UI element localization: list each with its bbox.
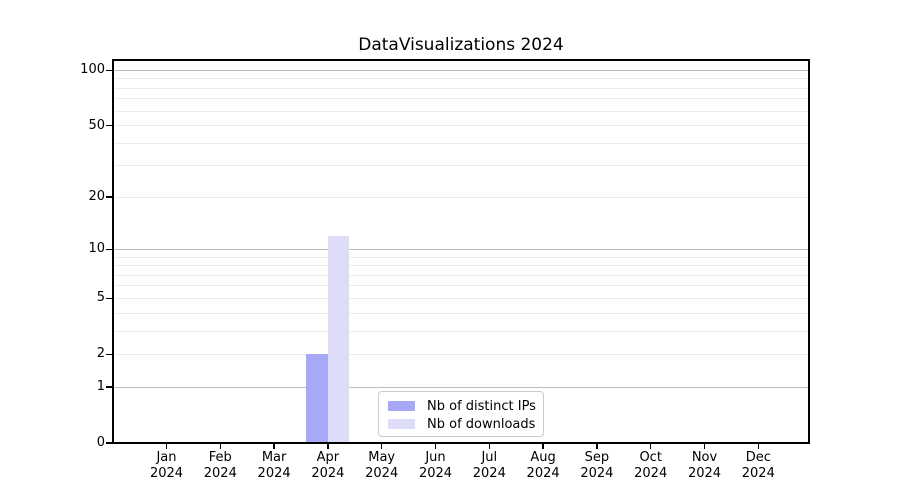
gridline-major-10 — [112, 248, 810, 250]
y-tick-label-2: 2 — [96, 346, 105, 362]
x-tick-year: 2024 — [526, 466, 560, 481]
legend: Nb of distinct IPs Nb of downloads — [378, 391, 544, 437]
plot-spine-left — [112, 59, 114, 444]
gridline-minor-5 — [112, 297, 810, 299]
x-tick-label-jul: Jul 2024 — [458, 450, 520, 482]
plot-spine-right — [808, 59, 810, 444]
gridline-minor-40 — [112, 142, 810, 144]
bar-nb-of-distinct-ips-apr — [306, 354, 328, 444]
plot-spine-top — [112, 59, 810, 61]
x-tick-sep — [596, 443, 598, 449]
x-tick-label-apr: Apr 2024 — [297, 450, 359, 482]
y-tick-label-20: 20 — [88, 189, 105, 205]
x-tick-month: Apr — [316, 450, 340, 465]
y-tick-20 — [106, 196, 112, 198]
gridline-minor-80 — [112, 87, 810, 89]
x-tick-label-aug: Aug 2024 — [512, 450, 574, 482]
x-tick-year: 2024 — [634, 466, 668, 481]
x-tick-year: 2024 — [365, 466, 399, 481]
legend-item-0: Nb of distinct IPs — [379, 397, 543, 415]
gridline-minor-50 — [112, 125, 810, 127]
x-tick-month: Mar — [261, 450, 287, 465]
x-tick-label-sep: Sep 2024 — [566, 450, 628, 482]
legend-label-1: Nb of downloads — [427, 416, 536, 432]
gridline-major-1 — [112, 386, 810, 388]
x-tick-month: Dec — [745, 450, 771, 465]
y-tick-label-1: 1 — [96, 379, 105, 395]
x-tick-aug — [542, 443, 544, 449]
y-tick-100 — [106, 69, 112, 72]
x-tick-label-dec: Dec 2024 — [727, 450, 789, 482]
gridline-minor-30 — [112, 165, 810, 167]
x-tick-month: Nov — [691, 450, 718, 465]
x-tick-label-jan: Jan 2024 — [136, 450, 198, 482]
x-tick-month: Feb — [208, 450, 232, 465]
x-tick-jul — [488, 443, 490, 449]
gridline-major-100 — [112, 69, 810, 71]
gridline-minor-4 — [112, 312, 810, 314]
x-tick-label-feb: Feb 2024 — [189, 450, 251, 482]
x-tick-label-oct: Oct 2024 — [620, 450, 682, 482]
x-tick-month: May — [368, 450, 396, 465]
x-tick-nov — [703, 443, 706, 449]
gridline-minor-2 — [112, 353, 810, 355]
x-tick-month: Jan — [156, 450, 177, 465]
gridline-minor-90 — [112, 78, 810, 80]
x-tick-jun — [434, 443, 437, 449]
x-tick-year: 2024 — [741, 466, 775, 481]
x-tick-year: 2024 — [687, 466, 722, 481]
gridline-minor-70 — [112, 98, 810, 100]
chart-title: DataVisualizations 2024 — [358, 35, 564, 55]
x-tick-month: Jun — [425, 450, 446, 465]
y-tick-label-5: 5 — [96, 290, 105, 306]
x-tick-year: 2024 — [472, 466, 506, 481]
x-tick-mar — [273, 443, 275, 449]
x-tick-year: 2024 — [257, 466, 291, 481]
x-tick-feb — [219, 443, 221, 449]
x-tick-month: Oct — [639, 450, 662, 465]
x-tick-may — [381, 443, 383, 449]
legend-item-1: Nb of downloads — [379, 415, 543, 433]
x-tick-month: Aug — [530, 450, 556, 465]
y-tick-50 — [106, 124, 112, 127]
x-tick-year: 2024 — [418, 466, 453, 481]
gridline-minor-8 — [112, 265, 810, 267]
bar-nb-of-downloads-apr — [327, 235, 350, 444]
y-tick-label-50: 50 — [88, 117, 105, 133]
y-tick-10 — [106, 248, 112, 251]
y-tick-2 — [106, 353, 112, 355]
x-tick-apr — [327, 443, 329, 449]
x-tick-year: 2024 — [580, 466, 614, 481]
x-tick-label-may: May 2024 — [351, 450, 413, 482]
plot-spine-bottom — [112, 442, 810, 444]
legend-label-0: Nb of distinct IPs — [427, 398, 536, 414]
y-tick-5 — [106, 297, 112, 300]
x-tick-year: 2024 — [149, 466, 184, 481]
x-tick-dec — [757, 443, 759, 449]
x-tick-jan — [165, 443, 168, 449]
plot-area — [112, 59, 810, 444]
y-tick-1 — [106, 386, 112, 388]
gridline-minor-6 — [112, 285, 810, 287]
y-tick-0 — [106, 442, 112, 444]
x-tick-oct — [650, 443, 652, 449]
x-tick-label-mar: Mar 2024 — [243, 450, 305, 482]
x-tick-month: Sep — [584, 450, 610, 465]
legend-swatch-1 — [388, 419, 415, 429]
gridline-minor-9 — [112, 256, 810, 258]
gridline-minor-20 — [112, 196, 810, 198]
x-tick-month: Jul — [481, 450, 498, 465]
x-tick-year: 2024 — [311, 466, 345, 481]
x-tick-year: 2024 — [203, 466, 237, 481]
y-tick-label-100: 100 — [80, 62, 105, 78]
x-tick-label-nov: Nov 2024 — [674, 450, 736, 482]
x-tick-label-jun: Jun 2024 — [405, 450, 467, 482]
y-tick-label-10: 10 — [88, 241, 105, 257]
gridline-minor-60 — [112, 110, 810, 112]
gridline-minor-7 — [112, 274, 810, 276]
legend-swatch-0 — [388, 401, 415, 411]
gridline-minor-3 — [112, 330, 810, 332]
y-tick-label-0: 0 — [96, 435, 105, 450]
